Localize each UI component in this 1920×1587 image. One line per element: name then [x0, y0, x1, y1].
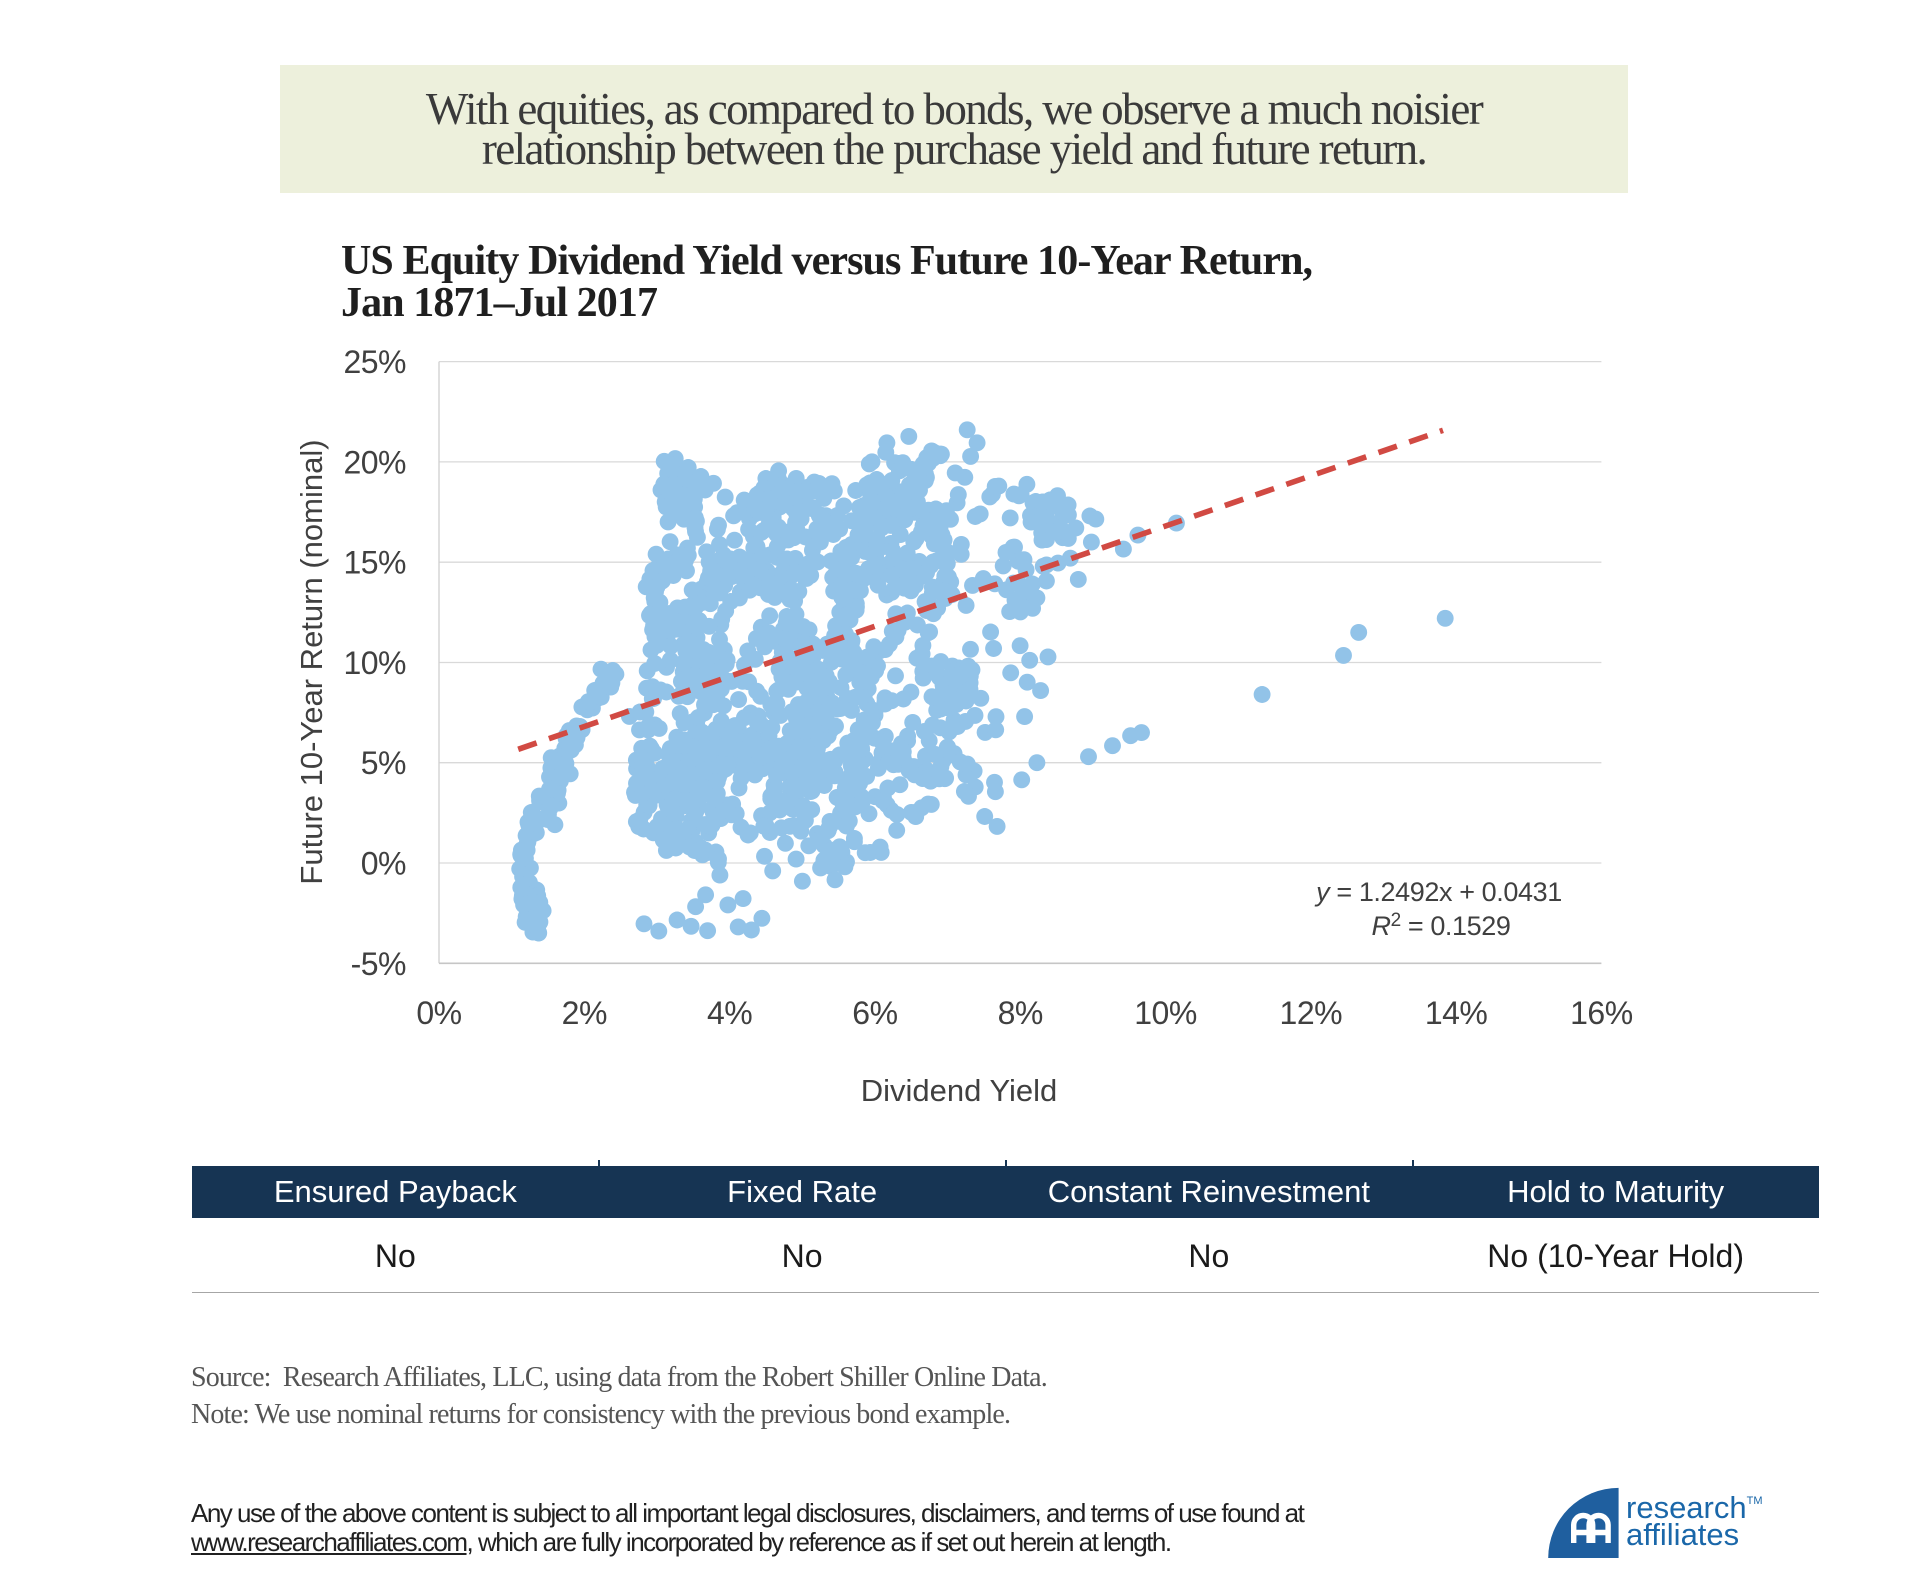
svg-text:0%: 0% [416, 995, 461, 1031]
svg-text:12%: 12% [1280, 995, 1343, 1031]
svg-text:16%: 16% [1570, 995, 1633, 1031]
svg-text:R2 = 0.1529: R2 = 0.1529 [1371, 910, 1510, 941]
svg-text:14%: 14% [1425, 995, 1488, 1031]
svg-text:20%: 20% [343, 444, 406, 480]
svg-text:Dividend Yield: Dividend Yield [861, 1073, 1057, 1108]
svg-text:25%: 25% [343, 344, 406, 380]
svg-text:8%: 8% [998, 995, 1043, 1031]
svg-text:2%: 2% [562, 995, 607, 1031]
svg-text:10%: 10% [1134, 995, 1197, 1031]
svg-text:y = 1.2492x + 0.0431: y = 1.2492x + 0.0431 [1314, 877, 1562, 907]
svg-text:4%: 4% [707, 995, 752, 1031]
svg-text:10%: 10% [343, 645, 406, 681]
svg-text:0%: 0% [361, 846, 406, 882]
svg-text:-5%: -5% [351, 946, 406, 982]
svg-text:15%: 15% [343, 545, 406, 581]
svg-text:Future 10-Year Return (nominal: Future 10-Year Return (nominal) [294, 439, 329, 884]
svg-text:6%: 6% [852, 995, 897, 1031]
svg-text:5%: 5% [361, 745, 406, 781]
